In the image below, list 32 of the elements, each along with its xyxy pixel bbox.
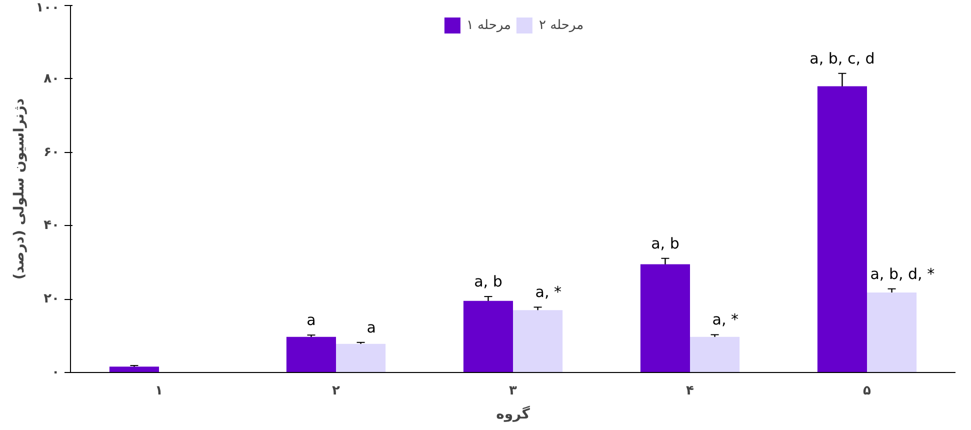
x-tick-label: ۳	[509, 384, 518, 398]
bar	[463, 300, 513, 372]
x-tick-label: ۵	[863, 384, 872, 398]
y-tick-label: ۴۰	[44, 218, 60, 234]
x-axis-title: گروه	[496, 406, 531, 422]
bar	[109, 366, 159, 372]
legend-label: مرحله ۲	[539, 18, 584, 32]
bar	[286, 336, 336, 372]
annotation: a, b, d, *	[870, 264, 936, 283]
y-tick-label: ۶۰	[44, 144, 60, 160]
annotation: a, b	[474, 272, 502, 291]
annotation: a, *	[535, 283, 562, 302]
annotation: a, b, c, d	[810, 49, 875, 68]
y-axis-title: دژنراسیون سلولی (درصد)	[12, 98, 28, 280]
annotation: a	[366, 318, 376, 336]
x-tick-label: ۲	[332, 384, 340, 398]
x-tick-label: ۴	[686, 384, 694, 398]
y-tick-label: ۰	[52, 365, 60, 380]
bar	[513, 310, 563, 372]
bar	[867, 292, 917, 372]
x-tick-label: ۱	[155, 384, 163, 398]
bar	[336, 344, 386, 372]
bar	[640, 264, 690, 372]
annotation: a, b	[651, 234, 680, 252]
legend-label: مرحله ۱	[466, 18, 511, 32]
bar	[817, 86, 867, 372]
bar	[690, 336, 740, 372]
y-tick-label: ۱۰۰	[36, 0, 60, 16]
annotation: a	[306, 311, 316, 330]
y-tick-label: ۲۰	[44, 292, 60, 307]
y-tick-label: ۸۰	[44, 71, 60, 86]
annotation: a, *	[712, 310, 740, 329]
